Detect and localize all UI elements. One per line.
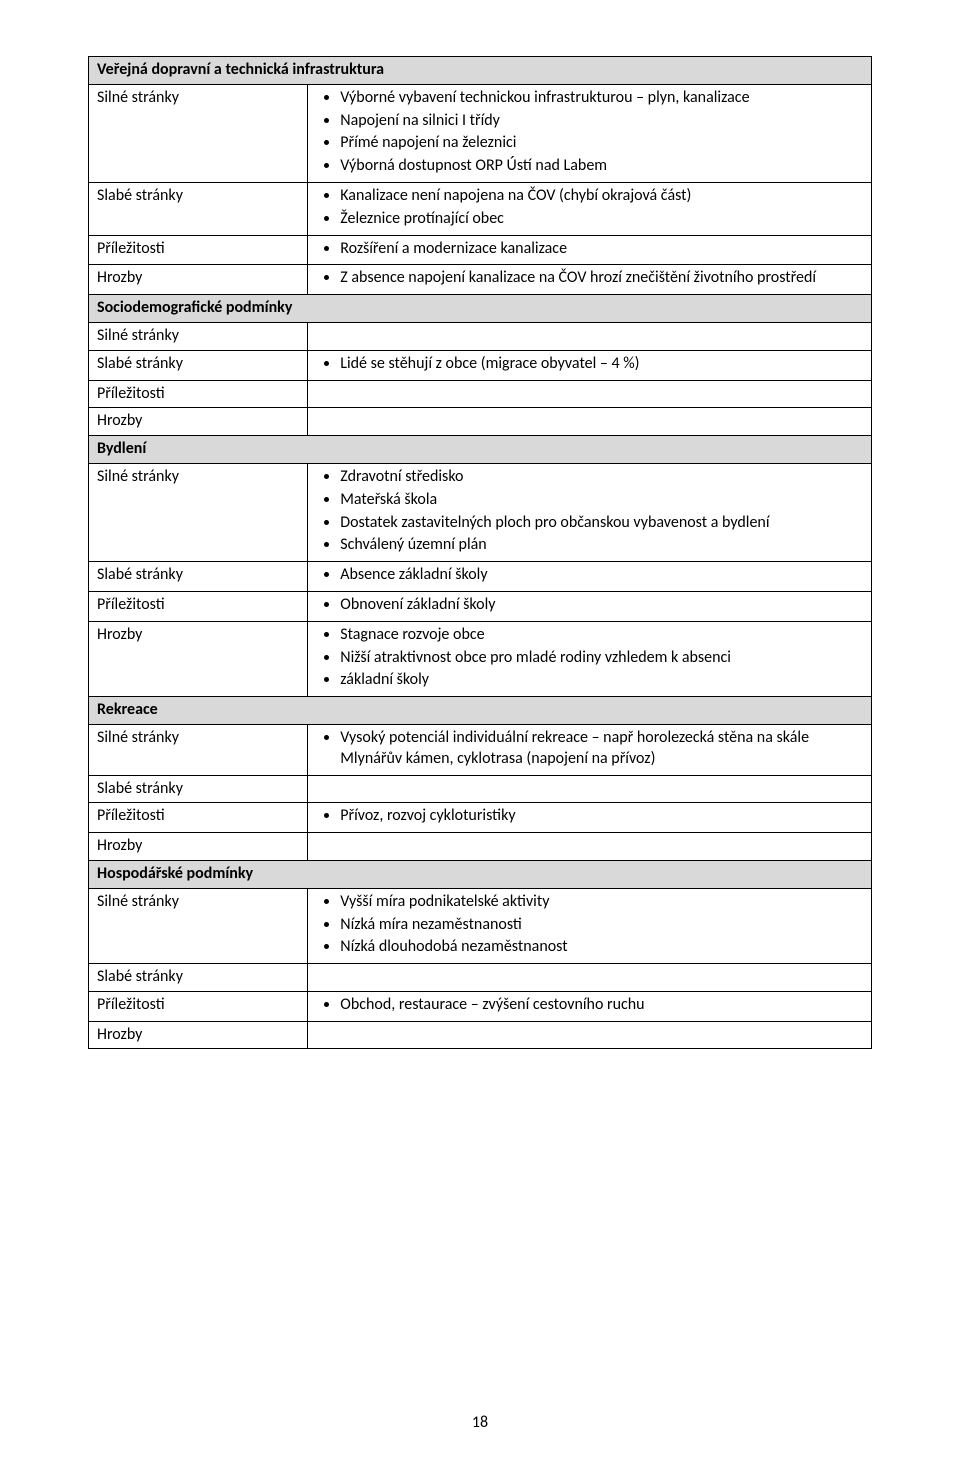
row-infra-opportunities: Příležitosti Rozšíření a modernizace kan…	[89, 235, 872, 265]
list-item: Schválený územní plán	[340, 535, 863, 556]
cell-recreation-weaknesses	[308, 775, 872, 803]
cell-recreation-opportunities: Přívoz, rozvoj cykloturistiky	[308, 803, 872, 833]
row-economy-weaknesses: Slabé stránky	[89, 964, 872, 992]
list-item: Kanalizace není napojena na ČOV (chybí o…	[340, 186, 863, 207]
label-strengths: Silné stránky	[89, 463, 308, 561]
row-housing-threats: Hrozby Stagnace rozvoje obce Nižší atrak…	[89, 621, 872, 696]
label-opportunities: Příležitosti	[89, 380, 308, 408]
row-infra-threats: Hrozby Z absence napojení kanalizace na …	[89, 265, 872, 295]
cell-recreation-strengths: Vysoký potenciál individuální rekreace –…	[308, 724, 872, 775]
list-item: Mateřská škola	[340, 490, 863, 511]
label-threats: Hrozby	[89, 833, 308, 861]
section-title: Hospodářské podmínky	[89, 860, 872, 888]
list-item: Přímé napojení na železnici	[340, 133, 863, 154]
list-item: Obnovení základní školy	[340, 595, 863, 616]
row-recreation-threats: Hrozby	[89, 833, 872, 861]
section-header-recreation: Rekreace	[89, 697, 872, 725]
label-weaknesses: Slabé stránky	[89, 350, 308, 380]
list-item: Nižší atraktivnost obce pro mladé rodiny…	[340, 648, 863, 669]
cell-housing-weaknesses: Absence základní školy	[308, 562, 872, 592]
list-item: Nízká dlouhodobá nezaměstnanost	[340, 937, 863, 958]
section-title: Sociodemografické podmínky	[89, 295, 872, 323]
label-threats: Hrozby	[89, 265, 308, 295]
label-threats: Hrozby	[89, 1021, 308, 1049]
list-item: Výborná dostupnost ORP Ústí nad Labem	[340, 156, 863, 177]
list-item: Zdravotní středisko	[340, 467, 863, 488]
label-opportunities: Příležitosti	[89, 803, 308, 833]
row-economy-opportunities: Příležitosti Obchod, restaurace – zvýšen…	[89, 991, 872, 1021]
cell-socio-weaknesses: Lidé se stěhují z obce (migrace obyvatel…	[308, 350, 872, 380]
row-socio-threats: Hrozby	[89, 408, 872, 436]
label-strengths: Silné stránky	[89, 322, 308, 350]
list-item: Napojení na silnici I třídy	[340, 111, 863, 132]
list-item: Dostatek zastavitelných ploch pro občans…	[340, 513, 863, 534]
label-threats: Hrozby	[89, 408, 308, 436]
label-threats: Hrozby	[89, 621, 308, 696]
section-title: Veřejná dopravní a technická infrastrukt…	[89, 57, 872, 85]
cell-socio-opportunities	[308, 380, 872, 408]
section-header-infra: Veřejná dopravní a technická infrastrukt…	[89, 57, 872, 85]
row-infra-strengths: Silné stránky Výborné vybavení technicko…	[89, 84, 872, 182]
list-item: Z absence napojení kanalizace na ČOV hro…	[340, 268, 863, 289]
list-item: Stagnace rozvoje obce	[340, 625, 863, 646]
label-weaknesses: Slabé stránky	[89, 562, 308, 592]
label-weaknesses: Slabé stránky	[89, 964, 308, 992]
row-housing-opportunities: Příležitosti Obnovení základní školy	[89, 591, 872, 621]
page: Veřejná dopravní a technická infrastrukt…	[0, 0, 960, 1460]
section-header-socio: Sociodemografické podmínky	[89, 295, 872, 323]
section-title: Rekreace	[89, 697, 872, 725]
row-economy-strengths: Silné stránky Vyšší míra podnikatelské a…	[89, 888, 872, 963]
label-strengths: Silné stránky	[89, 724, 308, 775]
section-header-housing: Bydlení	[89, 436, 872, 464]
row-housing-strengths: Silné stránky Zdravotní středisko Mateřs…	[89, 463, 872, 561]
cell-economy-threats	[308, 1021, 872, 1049]
section-header-economy: Hospodářské podmínky	[89, 860, 872, 888]
label-opportunities: Příležitosti	[89, 591, 308, 621]
row-recreation-opportunities: Příležitosti Přívoz, rozvoj cykloturisti…	[89, 803, 872, 833]
row-economy-threats: Hrozby	[89, 1021, 872, 1049]
cell-housing-strengths: Zdravotní středisko Mateřská škola Dosta…	[308, 463, 872, 561]
list-item: Železnice protínající obec	[340, 209, 863, 230]
row-recreation-strengths: Silné stránky Vysoký potenciál individuá…	[89, 724, 872, 775]
label-strengths: Silné stránky	[89, 84, 308, 182]
page-number: 18	[0, 1413, 960, 1432]
label-strengths: Silné stránky	[89, 888, 308, 963]
label-opportunities: Příležitosti	[89, 235, 308, 265]
list-item: základní školy	[340, 670, 863, 691]
list-item: Obchod, restaurace – zvýšení cestovního …	[340, 995, 863, 1016]
label-weaknesses: Slabé stránky	[89, 775, 308, 803]
cell-housing-opportunities: Obnovení základní školy	[308, 591, 872, 621]
swot-table: Veřejná dopravní a technická infrastrukt…	[88, 56, 872, 1049]
cell-infra-strengths: Výborné vybavení technickou infrastruktu…	[308, 84, 872, 182]
cell-infra-weaknesses: Kanalizace není napojena na ČOV (chybí o…	[308, 182, 872, 235]
cell-socio-threats	[308, 408, 872, 436]
label-opportunities: Příležitosti	[89, 991, 308, 1021]
row-socio-opportunities: Příležitosti	[89, 380, 872, 408]
cell-housing-threats: Stagnace rozvoje obce Nižší atraktivnost…	[308, 621, 872, 696]
list-item: Přívoz, rozvoj cykloturistiky	[340, 806, 863, 827]
cell-recreation-threats	[308, 833, 872, 861]
cell-socio-strengths	[308, 322, 872, 350]
list-item: Výborné vybavení technickou infrastruktu…	[340, 88, 863, 109]
cell-infra-opportunities: Rozšíření a modernizace kanalizace	[308, 235, 872, 265]
list-item: Vyšší míra podnikatelské aktivity	[340, 892, 863, 913]
cell-economy-weaknesses	[308, 964, 872, 992]
cell-economy-strengths: Vyšší míra podnikatelské aktivity Nízká …	[308, 888, 872, 963]
row-infra-weaknesses: Slabé stránky Kanalizace není napojena n…	[89, 182, 872, 235]
list-item: Nízká míra nezaměstnanosti	[340, 915, 863, 936]
row-housing-weaknesses: Slabé stránky Absence základní školy	[89, 562, 872, 592]
list-item: Lidé se stěhují z obce (migrace obyvatel…	[340, 354, 863, 375]
row-socio-strengths: Silné stránky	[89, 322, 872, 350]
cell-infra-threats: Z absence napojení kanalizace na ČOV hro…	[308, 265, 872, 295]
list-item: Absence základní školy	[340, 565, 863, 586]
row-recreation-weaknesses: Slabé stránky	[89, 775, 872, 803]
list-item: Vysoký potenciál individuální rekreace –…	[340, 728, 863, 770]
cell-economy-opportunities: Obchod, restaurace – zvýšení cestovního …	[308, 991, 872, 1021]
list-item: Rozšíření a modernizace kanalizace	[340, 239, 863, 260]
row-socio-weaknesses: Slabé stránky Lidé se stěhují z obce (mi…	[89, 350, 872, 380]
label-weaknesses: Slabé stránky	[89, 182, 308, 235]
section-title: Bydlení	[89, 436, 872, 464]
